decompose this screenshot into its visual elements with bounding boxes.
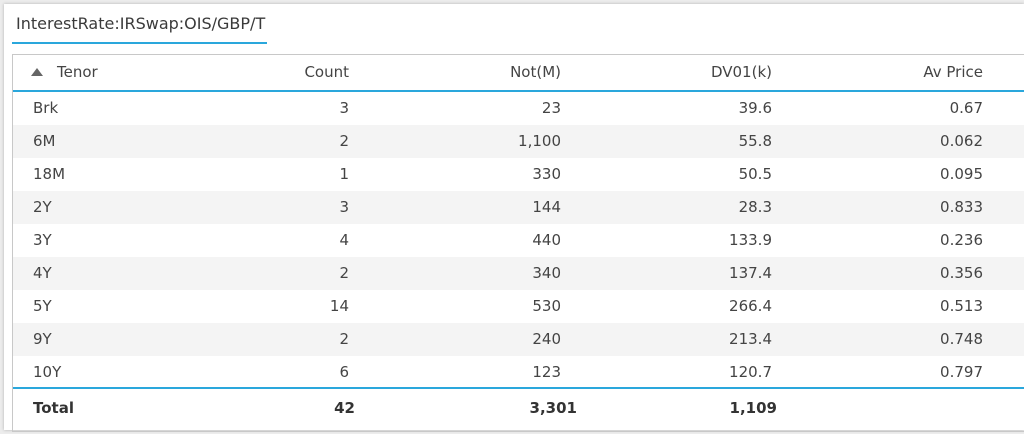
cell-tenor: 10Y: [33, 363, 62, 381]
cell-dv01: 39.6: [738, 99, 772, 117]
cell-count: 14: [329, 297, 349, 315]
cell-count: 4: [339, 231, 349, 249]
header-tenor[interactable]: Tenor: [31, 55, 98, 90]
total-count: 42: [334, 399, 355, 417]
cell-notional: 123: [532, 363, 561, 381]
total-row: Total 42 3,301 1,109: [13, 387, 1024, 430]
cell-dv01: 50.5: [738, 165, 772, 183]
cell-dv01: 213.4: [729, 330, 772, 348]
cell-tenor: 6M: [33, 132, 56, 150]
cell-count: 3: [339, 198, 349, 216]
table-row[interactable]: 18M 1 330 50.5 0.095: [13, 158, 1024, 191]
cell-tenor: 4Y: [33, 264, 52, 282]
cell-dv01: 133.9: [729, 231, 772, 249]
cell-dv01: 137.4: [729, 264, 772, 282]
cell-count: 3: [339, 99, 349, 117]
grid-body: Brk 3 23 39.6 0.67 6M 2 1,100 55.8 0.062 18M 1 330 50…: [13, 92, 1024, 387]
cell-av-price: 0.833: [940, 198, 983, 216]
cell-notional: 1,100: [518, 132, 561, 150]
header-count[interactable]: Count: [304, 63, 349, 81]
header-notional[interactable]: Not(M): [510, 63, 561, 81]
cell-av-price: 0.748: [940, 330, 983, 348]
cell-notional: 23: [541, 99, 561, 117]
table-row[interactable]: 10Y 6 123 120.7 0.797: [13, 356, 1024, 387]
cell-dv01: 55.8: [738, 132, 772, 150]
sort-ascending-icon[interactable]: [31, 68, 43, 76]
tab-interest-rate-swap[interactable]: InterestRate:IRSwap:OIS/GBP/T: [12, 14, 268, 44]
cell-tenor: 3Y: [33, 231, 52, 249]
table-row[interactable]: 5Y 14 530 266.4 0.513: [13, 290, 1024, 323]
table-row[interactable]: 9Y 2 240 213.4 0.748: [13, 323, 1024, 356]
cell-notional: 240: [532, 330, 561, 348]
cell-av-price: 0.513: [940, 297, 983, 315]
cell-dv01: 120.7: [729, 363, 772, 381]
header-av-price[interactable]: Av Price: [923, 63, 983, 81]
cell-av-price: 0.236: [940, 231, 983, 249]
cell-notional: 440: [532, 231, 561, 249]
tab-bar: InterestRate:IRSwap:OIS/GBP/T: [4, 4, 1024, 48]
table-row[interactable]: Brk 3 23 39.6 0.67: [13, 92, 1024, 125]
cell-av-price: 0.797: [940, 363, 983, 381]
data-grid: Tenor Count Not(M) DV01(k) Av Price Brk 3…: [12, 54, 1024, 432]
cell-count: 6: [339, 363, 349, 381]
cell-dv01: 266.4: [729, 297, 772, 315]
cell-av-price: 0.095: [940, 165, 983, 183]
table-row[interactable]: 6M 2 1,100 55.8 0.062: [13, 125, 1024, 158]
cell-tenor: Brk: [33, 99, 59, 117]
cell-count: 2: [339, 330, 349, 348]
cell-dv01: 28.3: [738, 198, 772, 216]
grid-header: Tenor Count Not(M) DV01(k) Av Price: [13, 55, 1024, 92]
cell-av-price: 0.67: [949, 99, 983, 117]
cell-count: 2: [339, 132, 349, 150]
table-row[interactable]: 3Y 4 440 133.9 0.236: [13, 224, 1024, 257]
cell-tenor: 2Y: [33, 198, 52, 216]
cell-notional: 340: [532, 264, 561, 282]
header-tenor-label: Tenor: [57, 63, 98, 81]
cell-count: 2: [339, 264, 349, 282]
cell-notional: 530: [532, 297, 561, 315]
cell-tenor: 9Y: [33, 330, 52, 348]
total-label: Total: [33, 399, 74, 417]
grid-panel: InterestRate:IRSwap:OIS/GBP/T Tenor Coun…: [4, 4, 1024, 432]
header-dv01[interactable]: DV01(k): [710, 63, 772, 81]
table-row[interactable]: 2Y 3 144 28.3 0.833: [13, 191, 1024, 224]
cell-notional: 330: [532, 165, 561, 183]
table-row[interactable]: 4Y 2 340 137.4 0.356: [13, 257, 1024, 290]
cell-tenor: 5Y: [33, 297, 52, 315]
cell-av-price: 0.062: [940, 132, 983, 150]
total-dv01: 1,109: [729, 399, 777, 417]
cell-tenor: 18M: [33, 165, 66, 183]
cell-av-price: 0.356: [940, 264, 983, 282]
total-notional: 3,301: [529, 399, 577, 417]
cell-notional: 144: [532, 198, 561, 216]
cell-count: 1: [339, 165, 349, 183]
